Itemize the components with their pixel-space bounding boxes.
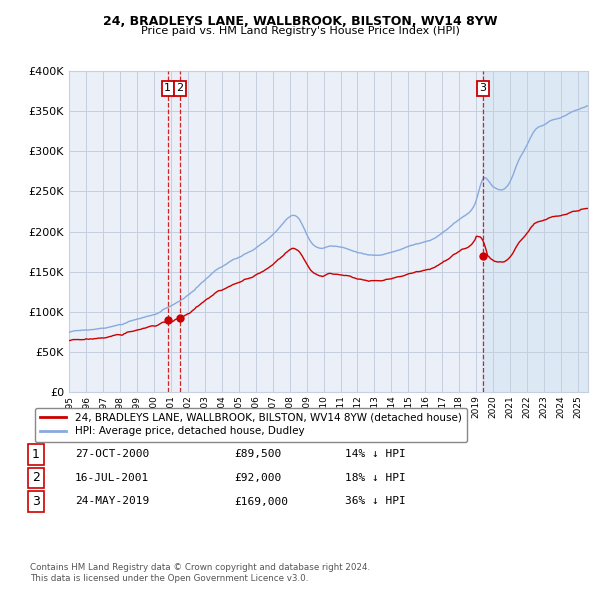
Text: £169,000: £169,000 <box>234 497 288 506</box>
Text: 14% ↓ HPI: 14% ↓ HPI <box>345 450 406 459</box>
Text: 3: 3 <box>479 84 487 93</box>
Text: 27-OCT-2000: 27-OCT-2000 <box>75 450 149 459</box>
Text: 2: 2 <box>32 471 40 484</box>
Text: 16-JUL-2001: 16-JUL-2001 <box>75 473 149 483</box>
Bar <box>482 71 588 392</box>
Text: 36% ↓ HPI: 36% ↓ HPI <box>345 497 406 506</box>
Text: £89,500: £89,500 <box>234 450 281 459</box>
Text: 1: 1 <box>164 84 171 93</box>
Text: This data is licensed under the Open Government Licence v3.0.: This data is licensed under the Open Gov… <box>30 574 308 583</box>
Text: £92,000: £92,000 <box>234 473 281 483</box>
Text: 18% ↓ HPI: 18% ↓ HPI <box>345 473 406 483</box>
Text: Contains HM Land Registry data © Crown copyright and database right 2024.: Contains HM Land Registry data © Crown c… <box>30 563 370 572</box>
Text: 2: 2 <box>176 84 184 93</box>
Text: 1: 1 <box>32 448 40 461</box>
Text: 24-MAY-2019: 24-MAY-2019 <box>75 497 149 506</box>
Text: 24, BRADLEYS LANE, WALLBROOK, BILSTON, WV14 8YW: 24, BRADLEYS LANE, WALLBROOK, BILSTON, W… <box>103 15 497 28</box>
Text: Price paid vs. HM Land Registry's House Price Index (HPI): Price paid vs. HM Land Registry's House … <box>140 26 460 36</box>
Text: 3: 3 <box>32 495 40 508</box>
Legend: 24, BRADLEYS LANE, WALLBROOK, BILSTON, WV14 8YW (detached house), HPI: Average p: 24, BRADLEYS LANE, WALLBROOK, BILSTON, W… <box>35 408 467 442</box>
